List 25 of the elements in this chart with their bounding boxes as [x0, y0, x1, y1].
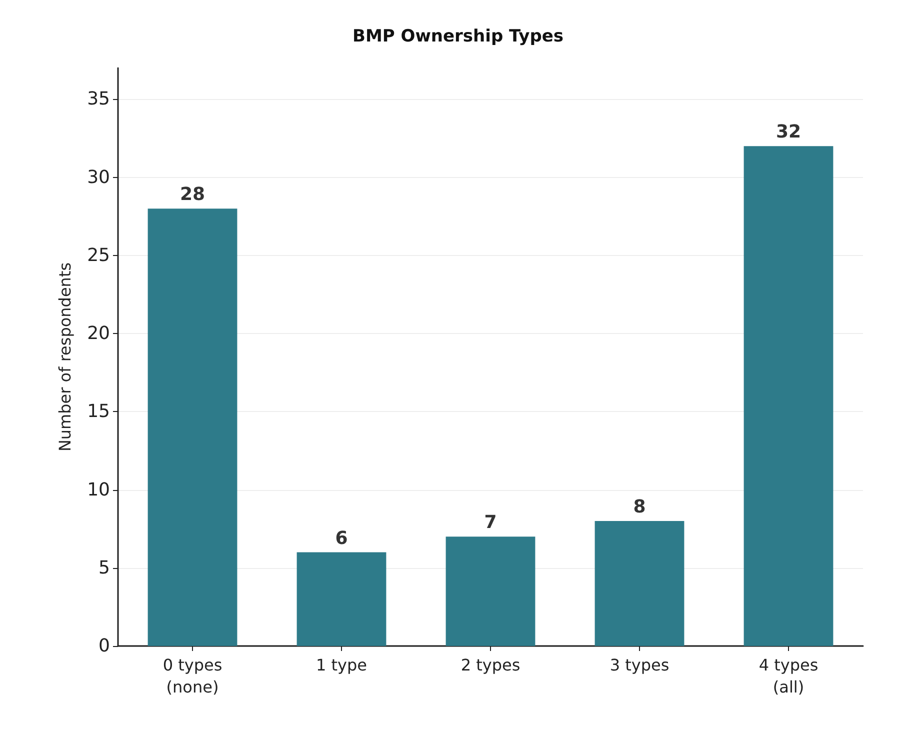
- y-tick-label: 15: [87, 401, 110, 422]
- data-label: 28: [180, 184, 206, 206]
- y-tick-label: 35: [87, 88, 110, 110]
- bar: [446, 536, 536, 646]
- y-tick-label: 0: [98, 636, 110, 656]
- data-label: 8: [633, 496, 646, 518]
- x-tick-label: 0 types (none): [162, 656, 222, 696]
- x-tick-label: 1 type: [316, 656, 368, 674]
- y-tick-label: 5: [98, 557, 110, 578]
- data-label: 6: [335, 528, 348, 549]
- x-tick-label: 2 types: [460, 656, 520, 674]
- y-tick-label: 30: [87, 166, 110, 188]
- x-tick-label: 4 types (all): [758, 656, 818, 696]
- y-tick-label: 25: [87, 244, 110, 266]
- y-axis-title: Number of respondents: [56, 262, 74, 452]
- bar: [148, 208, 238, 646]
- data-label: 7: [484, 512, 497, 534]
- bar: [594, 521, 684, 646]
- data-label: 32: [776, 122, 802, 143]
- y-tick-label: 20: [87, 323, 110, 344]
- chart-title: BMP Ownership Types: [352, 26, 564, 46]
- bar: [744, 146, 834, 646]
- bar: [296, 552, 386, 646]
- y-tick-label: 10: [87, 479, 110, 500]
- x-tick-label: 3 types: [610, 656, 670, 674]
